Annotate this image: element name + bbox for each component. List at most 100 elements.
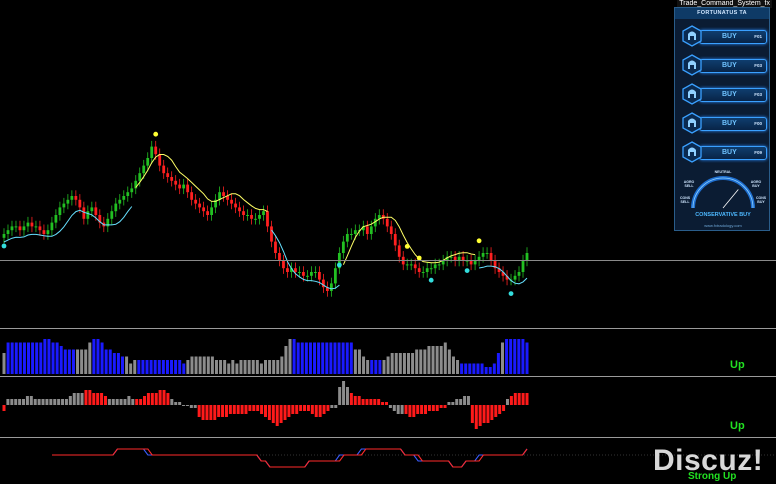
histogram2-bar [193,405,197,408]
histogram2-bar [388,405,392,408]
candle-body [142,165,146,174]
histogram2-bar [463,396,467,405]
candle-body [413,264,417,269]
candle-body [513,275,517,280]
histogram1-bar [264,360,267,374]
histogram2-bar [521,393,525,405]
histogram2-bar [189,405,193,408]
buy-signal-button[interactable]: BUY F03 [699,88,767,102]
histogram2-bar [396,405,400,414]
candle-body [405,264,409,266]
candle-body [302,272,305,276]
buy-signal-button[interactable]: BUY F00 [699,117,767,131]
histogram2-bar [314,405,318,417]
histogram2-bar [505,399,509,405]
timeframe-label: F09 [754,150,762,155]
histogram1-bar [513,339,517,374]
histogram1-bar [165,360,169,374]
histogram2-bar [424,405,428,414]
pane-divider-2[interactable] [0,376,776,377]
candle-body [46,230,50,234]
candle-body [329,283,333,291]
pane-divider-3[interactable] [0,437,776,438]
histogram2-bar [447,402,451,405]
histogram1-bar [492,363,496,374]
candle-body [489,253,493,261]
buy-signal-button[interactable]: BUY F09 [699,146,767,160]
histogram1-bar [194,356,198,374]
histogram1-bar [411,353,415,374]
histogram2-bar [443,405,447,408]
histogram1-bar [214,360,218,374]
histogram1-bar [313,342,317,374]
histogram1-bar [370,360,374,374]
candle-body [385,218,389,227]
histogram1-bar [292,339,296,374]
histogram1-bar [239,360,243,374]
candle-body [230,199,233,204]
histogram1-bar [419,349,423,374]
histogram2-bar [88,390,92,405]
gauge-label-agro-buy: AGRO BUY [750,180,762,188]
spartan-helmet-icon [682,54,702,76]
histogram1-bar [468,363,472,374]
histogram2-bar [260,405,264,414]
histogram2-bar [201,405,205,420]
histogram1-bar [472,363,476,374]
histogram1-bar [100,342,104,374]
histogram1-bar [174,360,178,374]
histogram2-bar [29,396,33,405]
histogram2-bar [18,399,22,405]
histogram2-bar [232,405,236,414]
candle-body [453,256,457,261]
candle-body [110,211,114,219]
histogram2-bar [174,402,178,405]
pane-divider-1[interactable] [0,328,776,329]
histogram2-bar [146,393,150,405]
candle-body [417,268,421,272]
trail-line [3,206,133,243]
candle-body [349,234,353,235]
candle-body [433,264,437,269]
signal-panel: FORTUNATUS TA BUY F01 BUY F03 BUY F03 BUY F00 BU… [674,7,770,231]
buy-signal-button[interactable]: BUY F03 [699,59,767,73]
histogram2-bar [115,399,119,405]
histogram1-bar [259,363,263,374]
histogram1-bar [288,339,292,374]
candle-body [54,215,58,223]
candle-body [525,253,529,261]
candle-body [122,196,126,200]
buy-signal-label: BUY [722,120,737,127]
buy-signal-dot [508,291,514,296]
candle-body [90,207,94,212]
candle-body [286,268,289,272]
histogram2-bar [224,405,228,417]
gauge-needle [722,189,739,209]
candle-body [278,253,281,261]
buy-signal-button[interactable]: BUY F01 [699,30,767,44]
candle-body [445,256,449,261]
histogram2-bar [349,393,353,405]
histogram2-bar [299,405,303,411]
histogram2-bar [353,396,357,405]
histogram2-bar [326,405,330,411]
gauge-site[interactable]: www.fxtradology.com [704,223,742,228]
candle-body [393,234,397,246]
candle-body [365,226,369,234]
histogram1-bar [178,360,182,374]
histogram1-bar [161,360,165,374]
histogram2-bar [455,399,459,405]
histogram2-bar [431,405,435,411]
histogram2-bar [143,396,147,405]
histogram2-bar [271,405,275,423]
panel-title: FORTUNATUS TA [675,8,769,19]
histogram2-bar [322,405,326,414]
sell-signal-dot [476,238,482,244]
histogram1-bar [484,367,488,374]
histogram2-bar [41,399,45,405]
histogram2-bar [127,396,131,405]
candle-body [266,211,269,227]
histogram1-bar [137,360,141,374]
candle-body [150,146,154,158]
